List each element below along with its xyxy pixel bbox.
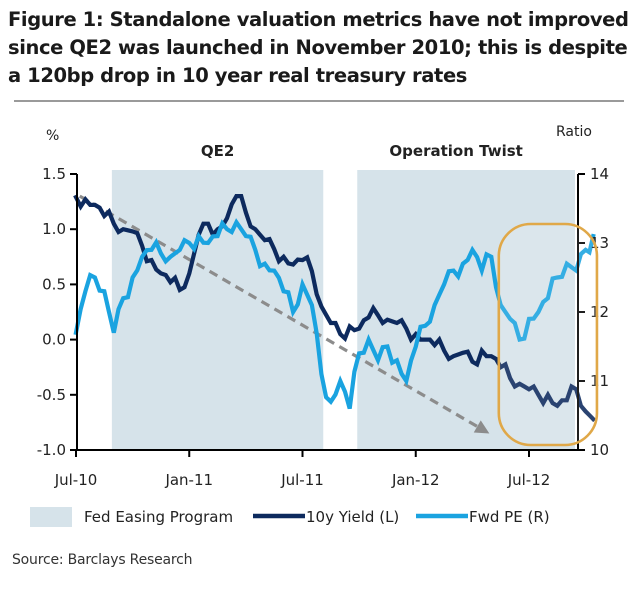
y-tick-label-left: -0.5 — [37, 386, 66, 404]
series-line-yield — [73, 194, 597, 423]
highlight-oval-layer — [497, 222, 599, 447]
highlight-oval — [497, 222, 599, 447]
title-divider — [14, 100, 624, 102]
series-line-fwd-pe — [73, 218, 596, 410]
y-tick-label-right: 12 — [590, 303, 609, 321]
x-tick-label: Jul-12 — [507, 471, 551, 489]
trend-arrow-line — [78, 194, 479, 428]
legend-label-yield: 10y Yield (L) — [306, 508, 399, 526]
y-tick-label-right: 10 — [590, 441, 609, 459]
y-axis-unit-left: % — [46, 128, 59, 144]
y-tick-label-left: 1.5 — [42, 165, 66, 183]
x-tick-label: Jul-10 — [54, 471, 98, 489]
legend-label-easing: Fed Easing Program — [84, 508, 233, 526]
shaded-region-qe2 — [111, 170, 324, 450]
series-lines — [73, 194, 597, 423]
figure-title: Figure 1: Standalone valuation metrics h… — [8, 8, 629, 87]
shaded-regions — [111, 170, 575, 450]
legend: Fed Easing Program 10y Yield (L) Fwd PE (R… — [30, 507, 550, 527]
annotations — [78, 194, 490, 434]
region-labels: QE2 Operation Twist — [201, 142, 523, 160]
legend-swatch-easing — [30, 507, 72, 527]
legend-label-fwd-pe: Fwd PE (R) — [469, 508, 550, 526]
y-tick-label-left: 0.5 — [42, 275, 66, 293]
y-tick-label-left: 0.0 — [42, 331, 66, 349]
y-axis-unit-right: Ratio — [556, 124, 592, 140]
y-tick-label-left: -1.0 — [37, 441, 66, 459]
y-tick-label-right: 14 — [590, 165, 609, 183]
x-tick-label: Jan-12 — [391, 471, 440, 489]
x-tick-label: Jul-11 — [280, 471, 324, 489]
y-tick-label-right: 11 — [590, 372, 609, 390]
region-label-qe2: QE2 — [201, 142, 234, 160]
source-note: Source: Barclays Research — [12, 552, 193, 568]
region-label-operation-twist: Operation Twist — [389, 142, 522, 160]
y-tick-label-left: 1.0 — [42, 220, 66, 238]
x-tick-label: Jan-11 — [164, 471, 213, 489]
trend-arrow-head — [473, 420, 490, 434]
